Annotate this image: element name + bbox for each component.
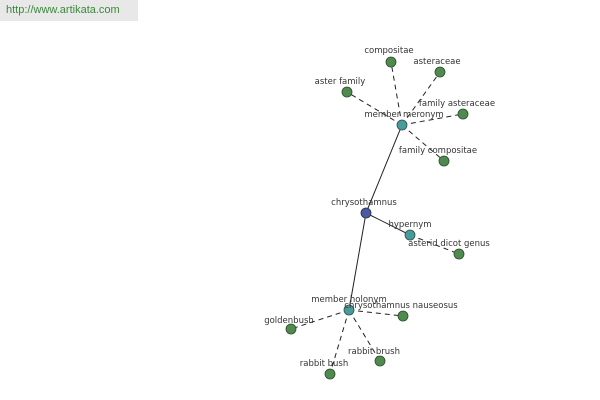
node-label: rabbit brush xyxy=(348,347,400,357)
header: http://www.artikata.com xyxy=(0,0,138,21)
edge xyxy=(348,309,404,317)
node-label: asterid dicot genus xyxy=(408,239,490,249)
edge xyxy=(401,71,441,126)
node-label: hypernym xyxy=(388,220,431,230)
node-label: member meronym xyxy=(364,110,443,120)
node-label: goldenbush xyxy=(264,316,314,326)
node[interactable] xyxy=(453,248,465,260)
node[interactable] xyxy=(434,66,446,78)
edge xyxy=(290,309,350,330)
edge xyxy=(348,309,381,362)
node-label: asteraceae xyxy=(413,57,460,67)
node[interactable] xyxy=(343,304,355,316)
node-label: aster family xyxy=(315,77,366,87)
node-label: compositae xyxy=(364,46,413,56)
node[interactable] xyxy=(404,229,416,241)
node[interactable] xyxy=(397,310,409,322)
node-label: member holonym xyxy=(311,295,386,305)
edge xyxy=(401,113,464,126)
url-link[interactable]: http://www.artikata.com xyxy=(6,4,120,16)
node[interactable] xyxy=(374,355,386,367)
edge xyxy=(390,61,403,126)
node[interactable] xyxy=(360,207,372,219)
node-label: family asteraceae xyxy=(419,99,495,109)
node-label: rabbit bush xyxy=(300,359,349,369)
node-label: family compositae xyxy=(399,146,477,156)
edge xyxy=(401,124,445,162)
node-label: chrysothamnus xyxy=(331,198,397,208)
node[interactable] xyxy=(285,323,297,335)
node[interactable] xyxy=(396,119,408,131)
node[interactable] xyxy=(324,368,336,380)
node[interactable] xyxy=(457,108,469,120)
node[interactable] xyxy=(438,155,450,167)
node[interactable] xyxy=(385,56,397,68)
node-label: chrysothamnus nauseosus xyxy=(344,301,458,311)
edge xyxy=(365,124,403,214)
edge xyxy=(346,91,403,126)
node[interactable] xyxy=(341,86,353,98)
edge xyxy=(365,212,411,236)
edge xyxy=(348,212,367,311)
edge xyxy=(329,309,350,375)
